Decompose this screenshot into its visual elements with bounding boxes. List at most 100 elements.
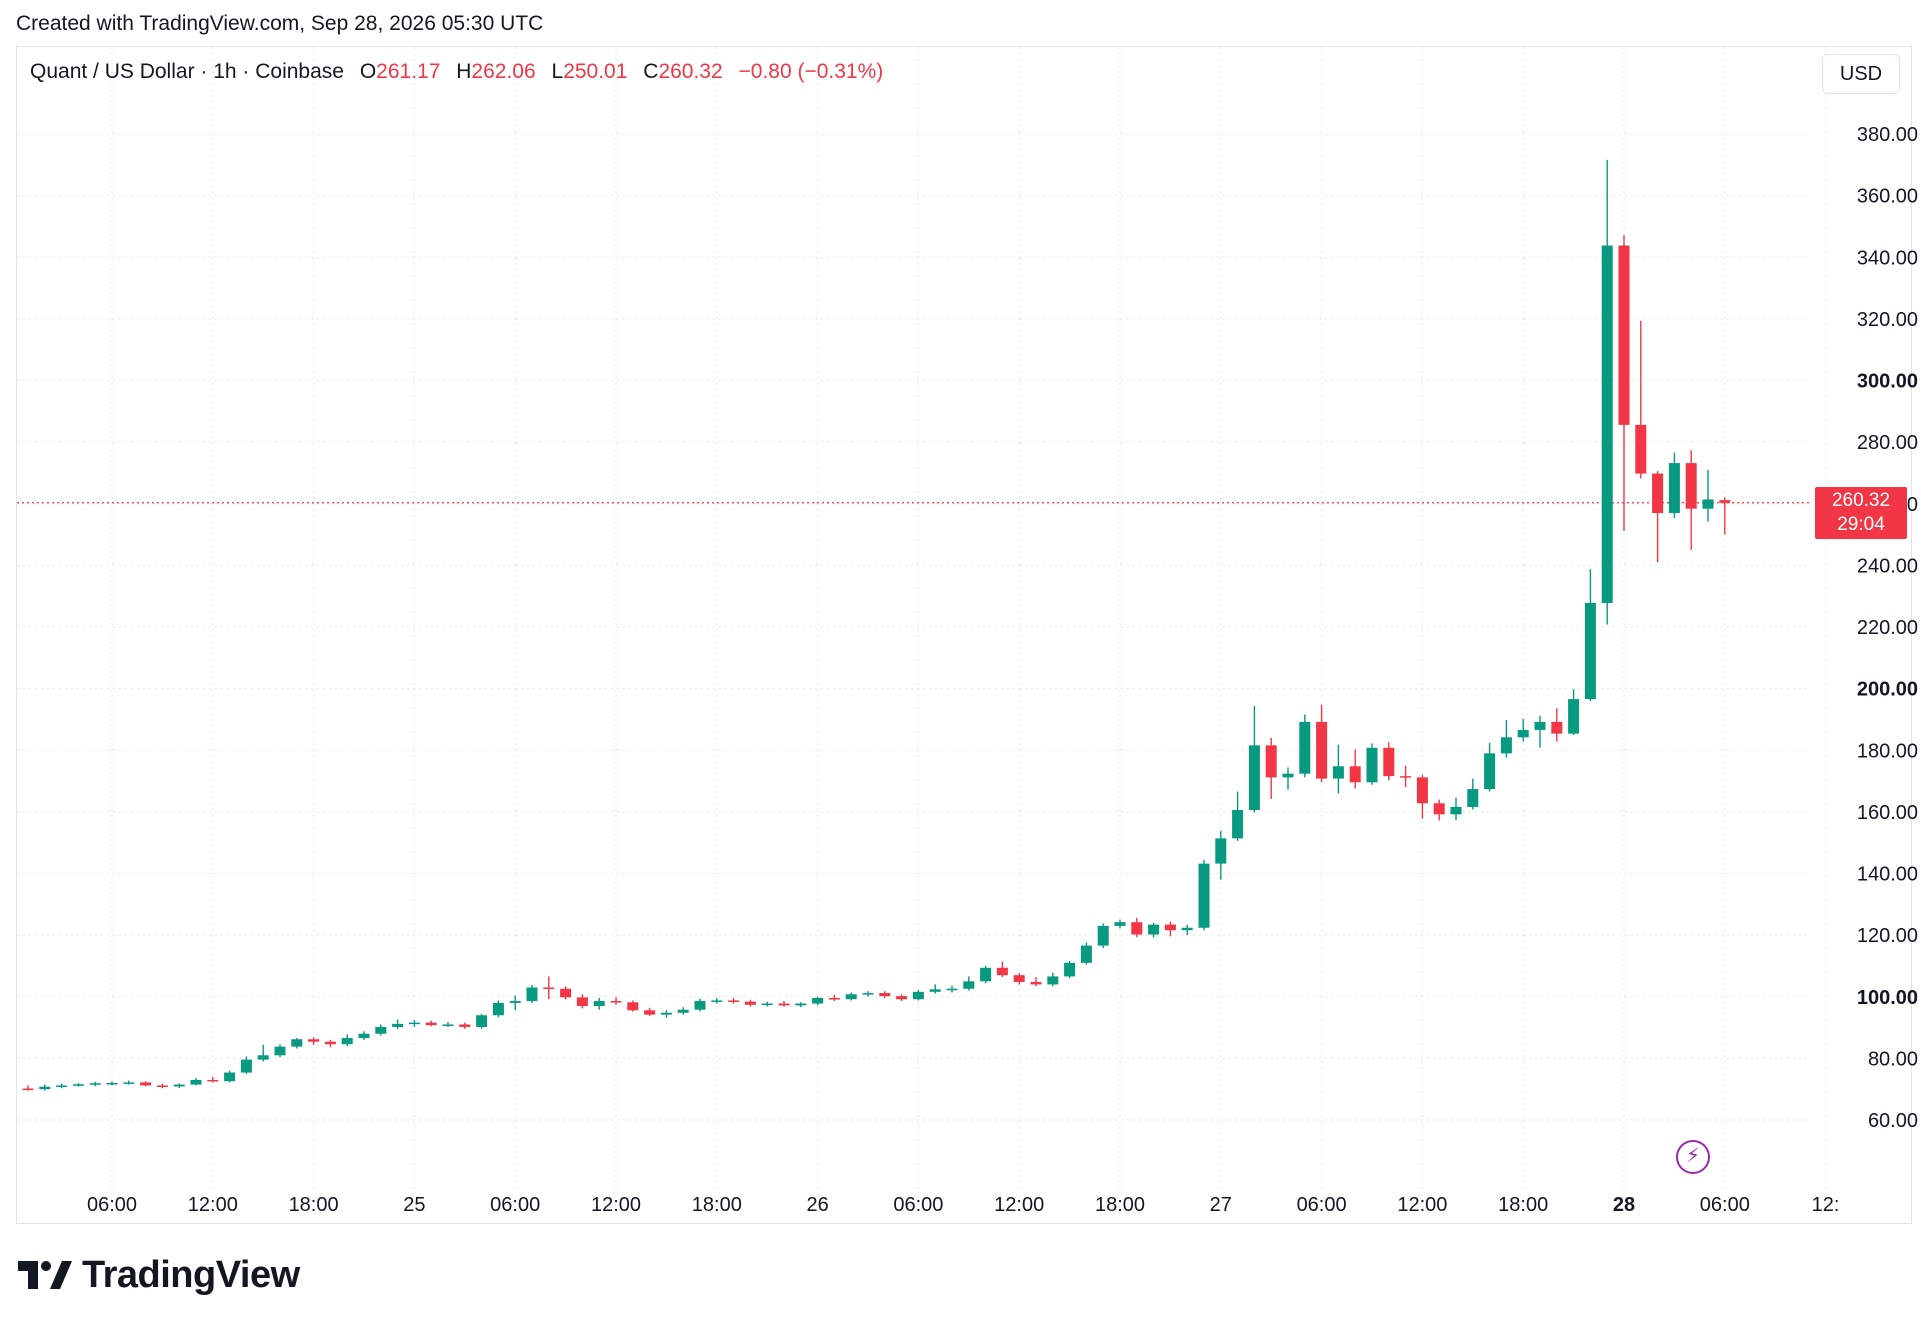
candle-body: [358, 1033, 370, 1039]
candle-body: [39, 1086, 51, 1090]
candle-body: [375, 1026, 387, 1034]
candle-body: [341, 1038, 353, 1045]
candle-body: [1148, 924, 1160, 935]
candle: [946, 985, 958, 993]
time-tick-label: 12:00: [188, 1194, 238, 1216]
candle: [1215, 830, 1227, 880]
candle-body: [123, 1082, 135, 1084]
time-tick-label: 12:00: [591, 1194, 641, 1216]
candle: [560, 986, 572, 1000]
candle: [1618, 235, 1630, 531]
price-tick-label: 120.00: [1857, 925, 1918, 947]
candle-body: [1652, 473, 1664, 513]
candle: [56, 1083, 68, 1089]
ohlc-legend: Quant / US Dollar · 1h · Coinbase O261.1…: [30, 60, 883, 84]
candle: [728, 997, 740, 1004]
candle: [1198, 859, 1210, 931]
candle: [89, 1081, 101, 1087]
time-tick-label: 25: [403, 1194, 425, 1216]
candle: [627, 1000, 639, 1012]
candle-body: [509, 1001, 521, 1003]
candle-body: [1467, 789, 1479, 807]
candle-body: [1047, 976, 1059, 985]
candle-body: [1601, 245, 1613, 603]
candle: [72, 1083, 84, 1087]
candle: [879, 991, 891, 998]
candle: [1685, 450, 1697, 550]
time-tick-label: 18:00: [692, 1194, 742, 1216]
candle-body: [476, 1015, 488, 1027]
candle: [644, 1007, 656, 1016]
candle: [492, 1000, 504, 1018]
candle: [1097, 923, 1109, 949]
lightning-icon[interactable]: ⚡︎: [1676, 1140, 1710, 1174]
candle-body: [492, 1002, 504, 1016]
candle-body: [392, 1023, 404, 1027]
candle: [358, 1031, 370, 1040]
candle-body: [1332, 766, 1344, 779]
candle-body: [308, 1039, 320, 1042]
candle-body: [1114, 922, 1126, 926]
candle: [1265, 737, 1277, 799]
candle-body: [156, 1085, 168, 1087]
candle: [744, 999, 756, 1007]
candle: [845, 992, 857, 1001]
time-tick-label: 18:00: [1095, 1194, 1145, 1216]
candle-body: [1299, 721, 1311, 774]
candle: [1450, 797, 1462, 820]
candle: [1383, 742, 1395, 781]
candle-body: [896, 996, 908, 1000]
candle: [1467, 778, 1479, 810]
candle: [123, 1080, 135, 1085]
candle: [1232, 791, 1244, 841]
footer-logo[interactable]: TradingView: [18, 1254, 300, 1297]
time-tick-label: 06:00: [1700, 1194, 1750, 1216]
candle: [1534, 715, 1546, 748]
candle-body: [1400, 776, 1412, 778]
candle: [1366, 743, 1378, 785]
candle: [1635, 320, 1647, 479]
price-tick-label: 100.00: [1857, 987, 1918, 1009]
candle: [1719, 497, 1731, 535]
candle: [1500, 720, 1512, 758]
candle: [1349, 749, 1361, 789]
price-tick-label: 380.00: [1857, 124, 1918, 146]
candle-body: [576, 997, 588, 1006]
legend-close-value: 260.32: [658, 60, 723, 83]
candle: [1080, 942, 1092, 965]
price-tick-label: 60.00: [1868, 1110, 1918, 1132]
legend-change-value: −0.80 (−0.31%): [738, 60, 884, 83]
chart-frame: [16, 46, 1912, 1224]
candle-body: [912, 991, 924, 1000]
time-tick-label: 12:: [1812, 1194, 1840, 1216]
candle: [375, 1024, 387, 1036]
footer-brand: TradingView: [82, 1254, 300, 1296]
candle: [828, 994, 840, 1002]
price-tick-label: 340.00: [1857, 247, 1918, 269]
candle: [526, 985, 538, 1003]
candle-body: [879, 993, 891, 997]
candle-body: [1500, 737, 1512, 754]
price-tick-label: 240.00: [1857, 555, 1918, 577]
currency-button[interactable]: USD: [1822, 54, 1900, 94]
price-tick-label: 200.00: [1857, 679, 1918, 701]
candle: [1568, 689, 1580, 735]
time-axis: 06:00 12:00 18:00 25 06:00 12:00 18:00 26 06:00 1…: [87, 1194, 1839, 1216]
candle-body: [1685, 463, 1697, 509]
legend-close-label: C: [643, 60, 659, 83]
price-tick-label: 140.00: [1857, 864, 1918, 886]
candle-body: [795, 1003, 807, 1006]
legend-high-value: 262.06: [471, 60, 536, 83]
candle: [291, 1038, 303, 1049]
candle: [425, 1020, 437, 1027]
candle-body: [980, 967, 992, 982]
candle: [761, 1001, 773, 1007]
candle: [156, 1083, 168, 1089]
candle: [778, 1001, 790, 1007]
candle: [39, 1084, 51, 1091]
candle: [576, 994, 588, 1009]
candle-body: [1181, 927, 1193, 931]
candle-body: [560, 988, 572, 998]
candle: [1433, 799, 1445, 821]
